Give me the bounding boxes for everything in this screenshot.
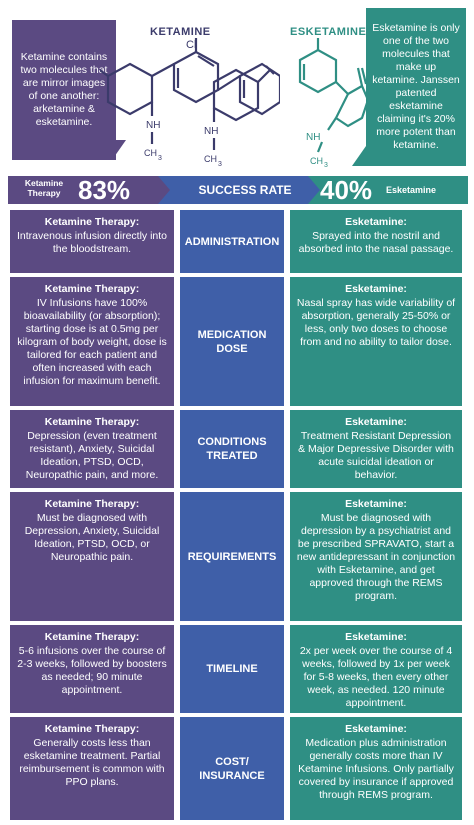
- esketamine-cell: Esketamine: Medication plus administratio…: [290, 717, 462, 820]
- category-label: TIMELINE: [180, 625, 284, 713]
- esketamine-cell-text: Treatment Resistant Depression & Major D…: [298, 430, 454, 481]
- left-callout-pointer: [112, 140, 126, 160]
- ketamine-cell-text: Must be diagnosed with Depression, Anxie…: [24, 512, 160, 563]
- esketamine-ch3-label: CH: [310, 156, 323, 166]
- esketamine-cell-text: Nasal spray has wide variability of abso…: [296, 297, 456, 348]
- esketamine-cell-header: Esketamine:: [345, 416, 407, 428]
- banner-esketamine-label: Esketamine: [386, 185, 437, 195]
- ketamine-structure-diagram: Cl O NH CH 3: [100, 38, 280, 162]
- ketamine-mirror-ch3-label: CH: [204, 154, 217, 164]
- ketamine-cell-header: Ketamine Therapy:: [44, 723, 140, 735]
- esketamine-info-callout: Esketamine is only one of the two molecu…: [366, 8, 466, 166]
- ketamine-ch3-subscript: 3: [158, 155, 162, 162]
- ketamine-cell: Ketamine Therapy: Must be diagnosed with …: [10, 492, 174, 621]
- ketamine-info-text: Ketamine contains two molecules that are…: [20, 51, 108, 128]
- right-callout-pointer: [352, 146, 366, 166]
- ketamine-cell-text: IV Infusions have 100% bioavailability (…: [17, 297, 167, 387]
- esketamine-cell: Esketamine: Nasal spray has wide variabil…: [290, 277, 462, 406]
- ketamine-mirror-diagram: NH CH 3: [204, 65, 275, 168]
- ketamine-cell-text: Generally costs less than esketamine tre…: [19, 737, 165, 788]
- ketamine-cell-header: Ketamine Therapy:: [44, 631, 140, 643]
- esketamine-cell-text: Sprayed into the nostril and absorbed in…: [298, 230, 454, 255]
- esketamine-cell: Esketamine: 2x per week over the course o…: [290, 625, 462, 713]
- ketamine-mirror-nh-label: NH: [204, 126, 218, 137]
- ketamine-success-percent: 83%: [78, 175, 131, 205]
- esketamine-cell: Esketamine: Treatment Resistant Depressio…: [290, 410, 462, 488]
- ketamine-nh-label: NH: [146, 120, 160, 131]
- esketamine-cell-header: Esketamine:: [345, 498, 407, 510]
- ketamine-cell-header: Ketamine Therapy:: [44, 498, 140, 510]
- banner-ketamine-label: Ketamine Therapy: [24, 178, 64, 198]
- esketamine-cell-header: Esketamine:: [345, 723, 407, 735]
- ketamine-cell: Ketamine Therapy: Generally costs less th…: [10, 717, 174, 820]
- ketamine-cl-label: Cl: [186, 39, 196, 51]
- esketamine-cell: Esketamine: Must be diagnosed with depres…: [290, 492, 462, 621]
- ketamine-cell: Ketamine Therapy: IV Infusions have 100% …: [10, 277, 174, 406]
- ketamine-cell-header: Ketamine Therapy:: [44, 216, 140, 228]
- ketamine-cell: Ketamine Therapy: 5-6 infusions over the …: [10, 625, 174, 713]
- category-label: COST/ INSURANCE: [180, 717, 284, 820]
- category-label: REQUIREMENTS: [180, 492, 284, 621]
- ketamine-cell-text: 5-6 infusions over the course of 2-3 wee…: [17, 645, 167, 696]
- ketamine-ch3-label: CH: [144, 148, 157, 158]
- ketamine-cell: Ketamine Therapy: Intravenous infusion di…: [10, 210, 174, 273]
- esketamine-info-text: Esketamine is only one of the two molecu…: [372, 22, 460, 151]
- ketamine-cell: Ketamine Therapy: Depression (even treatm…: [10, 410, 174, 488]
- esketamine-success-percent: 40%: [320, 175, 373, 205]
- ketamine-title: KETAMINE: [150, 26, 211, 38]
- esketamine-cell-header: Esketamine:: [345, 283, 407, 295]
- ketamine-cell-text: Depression (even treatment resistant), A…: [25, 430, 159, 481]
- esketamine-cell-text: Medication plus administration generally…: [298, 737, 454, 801]
- ketamine-info-callout: Ketamine contains two molecules that are…: [12, 20, 116, 160]
- ketamine-cell-header: Ketamine Therapy:: [44, 416, 140, 428]
- esketamine-cell-text: Must be diagnosed with depression by a p…: [296, 512, 456, 602]
- category-label: CONDITIONS TREATED: [180, 410, 284, 488]
- ketamine-cell-header: Ketamine Therapy:: [44, 283, 140, 295]
- category-label: MEDICATION DOSE: [180, 277, 284, 406]
- esketamine-nh-label: NH: [306, 132, 320, 143]
- ketamine-mirror-ch3-subscript: 3: [218, 161, 222, 168]
- esketamine-cell-text: 2x per week over the course of 4 weeks, …: [299, 645, 453, 709]
- ketamine-cell-text: Intravenous infusion directly into the b…: [17, 230, 167, 255]
- esketamine-title: ESKETAMINE: [290, 26, 367, 38]
- success-rate-label: SUCCESS RATE: [198, 183, 292, 197]
- esketamine-structure-diagram: NH CH 3: [298, 38, 368, 168]
- esketamine-cell-header: Esketamine:: [345, 631, 407, 643]
- category-label: ADMINISTRATION: [180, 210, 284, 273]
- success-rate-banner: [8, 176, 468, 204]
- esketamine-cell: Esketamine: Sprayed into the nostril and …: [290, 210, 462, 273]
- esketamine-cell-header: Esketamine:: [345, 216, 407, 228]
- esketamine-ch3-subscript: 3: [324, 162, 328, 168]
